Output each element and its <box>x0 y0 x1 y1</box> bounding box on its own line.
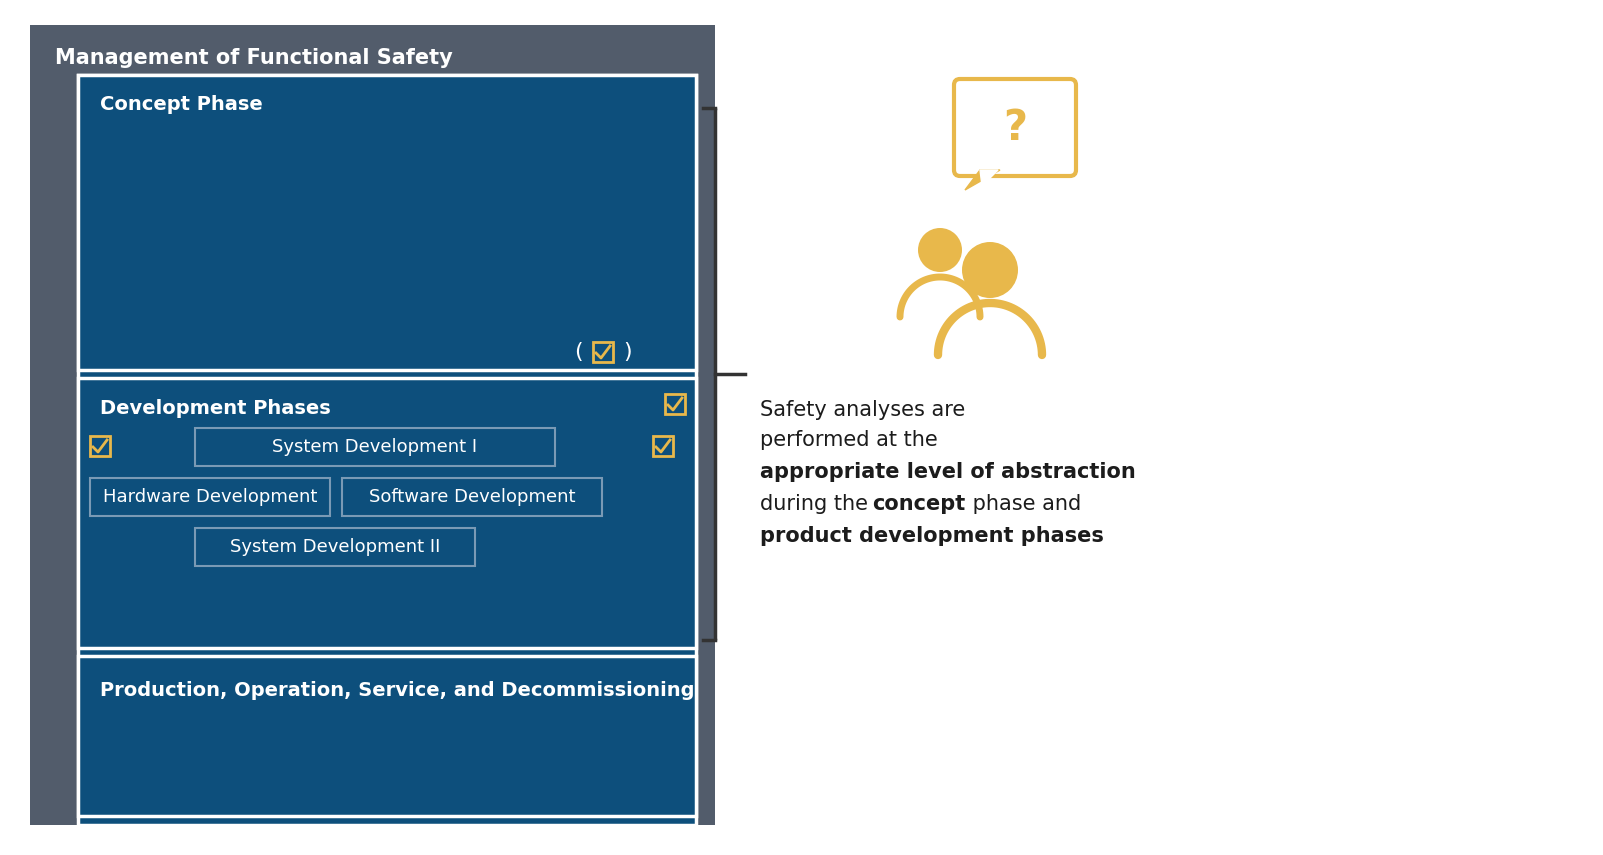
FancyBboxPatch shape <box>79 75 696 825</box>
FancyBboxPatch shape <box>79 378 696 648</box>
Text: Hardware Development: Hardware Development <box>103 488 317 506</box>
Bar <box>665 394 684 414</box>
FancyBboxPatch shape <box>196 428 555 466</box>
Text: during the: during the <box>760 494 875 514</box>
FancyBboxPatch shape <box>196 528 474 566</box>
Text: appropriate level of abstraction: appropriate level of abstraction <box>760 462 1137 482</box>
Circle shape <box>919 228 962 272</box>
Text: Production, Operation, Service, and Decommissioning: Production, Operation, Service, and Deco… <box>99 681 694 699</box>
Text: Management of Functional Safety: Management of Functional Safety <box>55 48 452 68</box>
Text: ?: ? <box>1003 107 1028 149</box>
Polygon shape <box>979 170 999 186</box>
Bar <box>90 436 111 456</box>
FancyBboxPatch shape <box>954 79 1076 176</box>
Text: Concept Phase: Concept Phase <box>99 96 263 115</box>
FancyBboxPatch shape <box>341 478 603 516</box>
Text: concept: concept <box>872 494 965 514</box>
Text: System Development I: System Development I <box>273 438 478 456</box>
FancyBboxPatch shape <box>30 25 715 825</box>
Text: product development phases: product development phases <box>760 526 1104 546</box>
Bar <box>593 342 612 362</box>
FancyBboxPatch shape <box>90 478 330 516</box>
Bar <box>652 436 673 456</box>
Circle shape <box>962 242 1018 298</box>
FancyBboxPatch shape <box>79 75 696 370</box>
Text: (: ( <box>574 342 583 362</box>
Text: phase and: phase and <box>967 494 1082 514</box>
Text: performed at the: performed at the <box>760 430 938 450</box>
Text: Safety analyses are: Safety analyses are <box>760 400 965 420</box>
FancyBboxPatch shape <box>79 656 696 816</box>
Text: ): ) <box>624 342 632 362</box>
Text: Development Phases: Development Phases <box>99 398 330 417</box>
Polygon shape <box>965 170 1000 190</box>
Text: System Development II: System Development II <box>229 538 441 556</box>
Text: Software Development: Software Development <box>369 488 575 506</box>
